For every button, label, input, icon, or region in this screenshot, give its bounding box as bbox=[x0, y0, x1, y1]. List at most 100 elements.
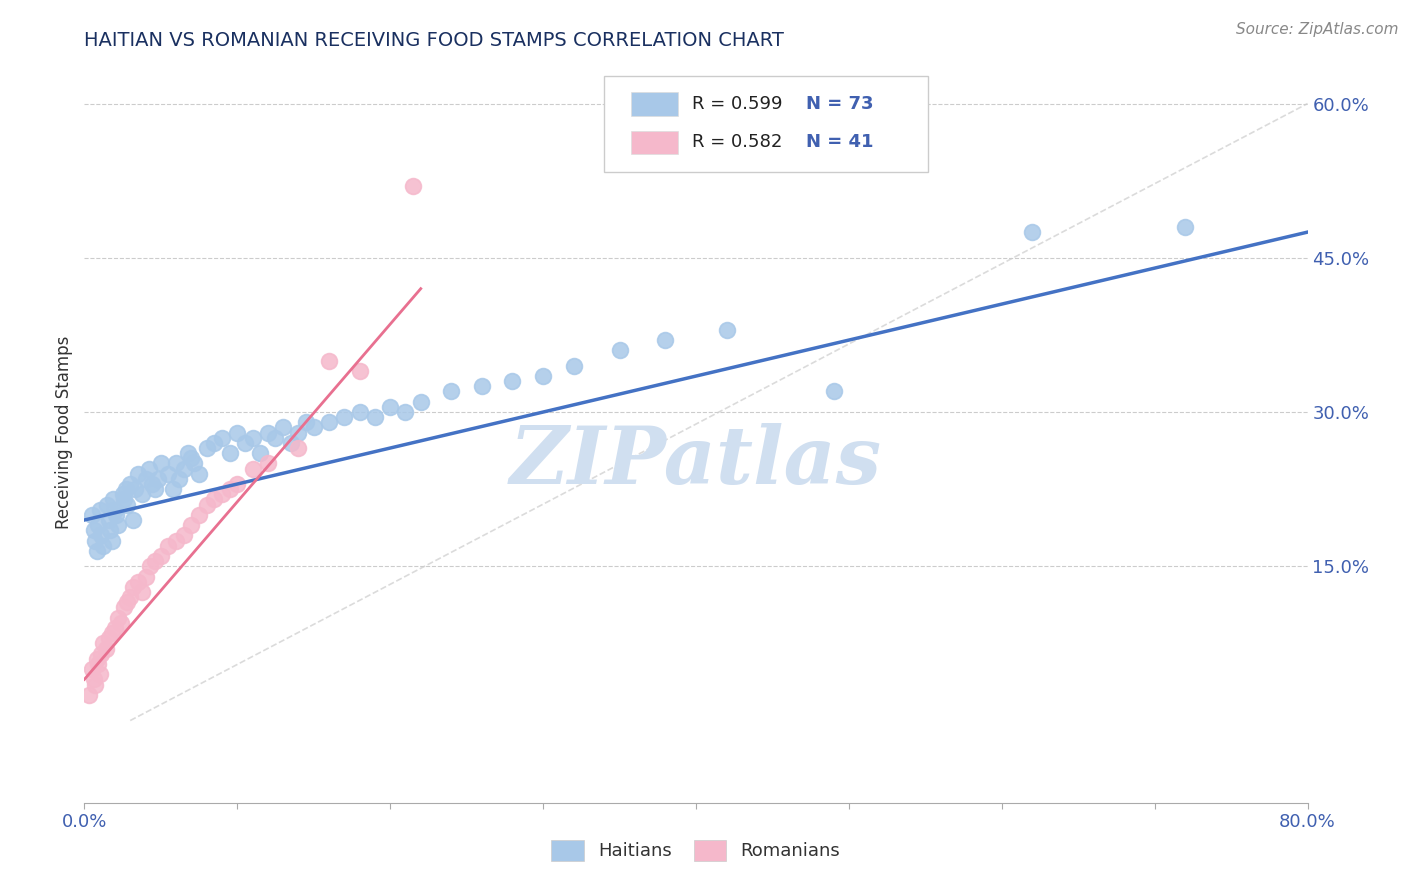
Point bbox=[83, 524, 105, 538]
Point bbox=[115, 595, 138, 609]
Point bbox=[280, 436, 302, 450]
Point bbox=[101, 626, 124, 640]
Point bbox=[122, 513, 145, 527]
Point bbox=[257, 457, 280, 471]
Point bbox=[609, 343, 631, 358]
Point bbox=[143, 482, 166, 496]
Point bbox=[195, 441, 218, 455]
Point bbox=[112, 492, 135, 507]
Point bbox=[165, 457, 187, 471]
Point bbox=[287, 441, 309, 455]
Point bbox=[139, 559, 162, 574]
Legend: Haitians, Romanians: Haitians, Romanians bbox=[544, 832, 848, 868]
Point bbox=[90, 647, 112, 661]
Point bbox=[173, 461, 195, 475]
Point bbox=[135, 569, 157, 583]
Point bbox=[302, 420, 325, 434]
Point bbox=[97, 632, 120, 646]
Text: Source: ZipAtlas.com: Source: ZipAtlas.com bbox=[1236, 22, 1399, 37]
Point bbox=[80, 662, 103, 676]
Point bbox=[110, 615, 132, 630]
Point bbox=[149, 457, 172, 471]
Point bbox=[257, 425, 280, 440]
Point bbox=[107, 611, 129, 625]
Point bbox=[87, 657, 110, 671]
Point bbox=[364, 410, 387, 425]
Text: ZIPatlas: ZIPatlas bbox=[510, 424, 882, 501]
Point bbox=[97, 513, 120, 527]
Point bbox=[98, 524, 121, 538]
Point bbox=[271, 420, 294, 434]
Point bbox=[211, 431, 233, 445]
Text: HAITIAN VS ROMANIAN RECEIVING FOOD STAMPS CORRELATION CHART: HAITIAN VS ROMANIAN RECEIVING FOOD STAMP… bbox=[84, 30, 785, 50]
Point bbox=[115, 498, 138, 512]
Point bbox=[211, 487, 233, 501]
Point bbox=[124, 482, 146, 496]
Point bbox=[188, 467, 211, 481]
Point bbox=[333, 410, 356, 425]
Point bbox=[202, 436, 225, 450]
Point bbox=[287, 425, 309, 440]
Point bbox=[654, 333, 676, 347]
Point bbox=[823, 384, 845, 399]
Point bbox=[94, 641, 117, 656]
Point bbox=[120, 477, 142, 491]
Text: N = 41: N = 41 bbox=[806, 134, 873, 152]
Point bbox=[87, 518, 110, 533]
Text: R = 0.582: R = 0.582 bbox=[692, 134, 783, 152]
Point bbox=[84, 677, 107, 691]
FancyBboxPatch shape bbox=[631, 130, 678, 154]
Point bbox=[502, 374, 524, 388]
Point bbox=[112, 600, 135, 615]
Point bbox=[91, 539, 114, 553]
Point bbox=[138, 461, 160, 475]
Point bbox=[103, 492, 125, 507]
Point bbox=[127, 467, 149, 481]
Point bbox=[195, 498, 218, 512]
Point bbox=[146, 472, 169, 486]
Point bbox=[242, 461, 264, 475]
Point bbox=[165, 533, 187, 548]
Point bbox=[114, 482, 136, 496]
Point bbox=[122, 580, 145, 594]
Point bbox=[218, 482, 240, 496]
Point bbox=[101, 533, 124, 548]
Point bbox=[104, 502, 127, 516]
Point bbox=[471, 379, 494, 393]
Point bbox=[409, 394, 432, 409]
Point bbox=[716, 323, 738, 337]
Point bbox=[440, 384, 463, 399]
Point bbox=[80, 508, 103, 522]
Point bbox=[105, 508, 128, 522]
Text: R = 0.599: R = 0.599 bbox=[692, 95, 783, 113]
Point bbox=[104, 621, 127, 635]
Point bbox=[188, 508, 211, 522]
Point bbox=[1174, 219, 1197, 234]
FancyBboxPatch shape bbox=[631, 92, 678, 116]
Point bbox=[120, 590, 142, 604]
Point bbox=[177, 446, 200, 460]
Point bbox=[173, 528, 195, 542]
Point bbox=[86, 544, 108, 558]
Point bbox=[249, 446, 271, 460]
Point bbox=[233, 436, 256, 450]
Point bbox=[380, 400, 402, 414]
Point bbox=[162, 482, 184, 496]
Point bbox=[226, 477, 249, 491]
Point bbox=[157, 467, 180, 481]
Point bbox=[84, 533, 107, 548]
Point bbox=[149, 549, 172, 563]
Point bbox=[180, 451, 202, 466]
Point bbox=[242, 431, 264, 445]
Text: N = 73: N = 73 bbox=[806, 95, 873, 113]
Point bbox=[143, 554, 166, 568]
Y-axis label: Receiving Food Stamps: Receiving Food Stamps bbox=[55, 336, 73, 529]
Point bbox=[218, 446, 240, 460]
Point bbox=[89, 667, 111, 681]
Point bbox=[264, 431, 287, 445]
Point bbox=[77, 688, 100, 702]
Point bbox=[83, 673, 105, 687]
Point bbox=[394, 405, 416, 419]
Point bbox=[111, 487, 134, 501]
Point bbox=[96, 498, 118, 512]
